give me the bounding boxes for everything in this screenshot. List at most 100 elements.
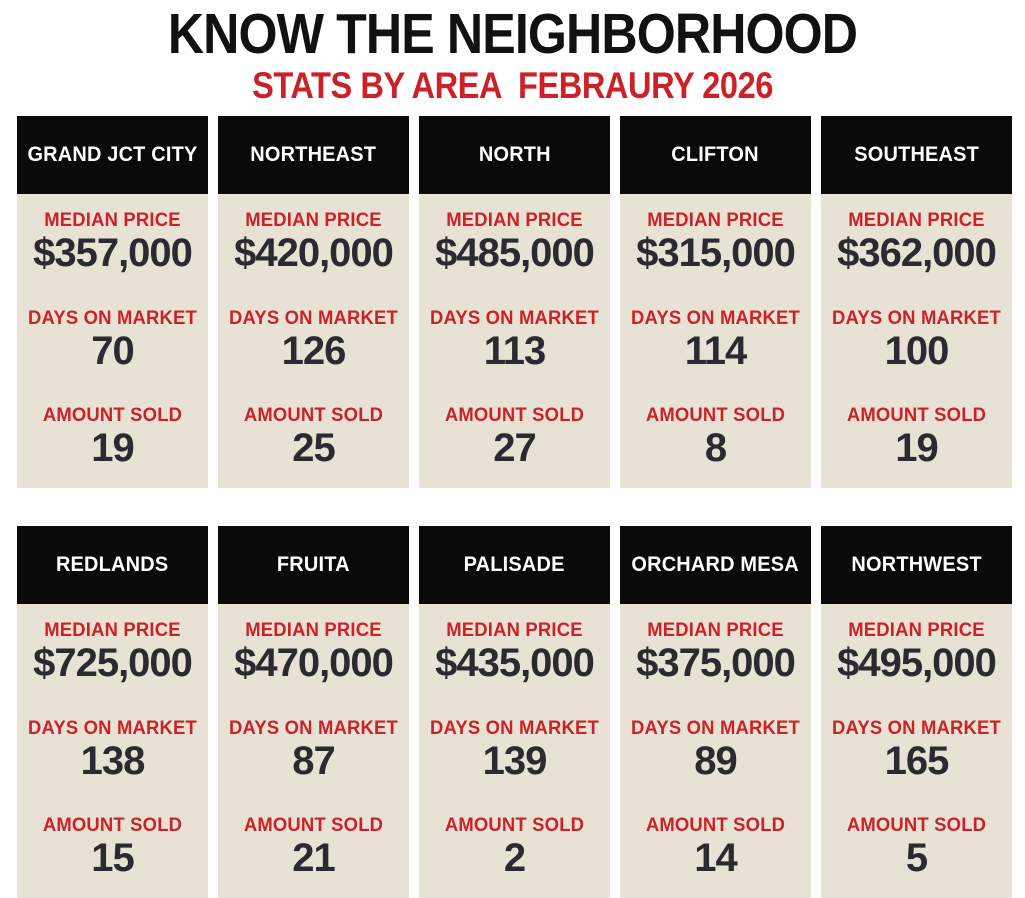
- amount-sold-label: AMOUNT SOLD: [645, 815, 786, 837]
- area-stats: MEDIAN PRICE $470,000 DAYS ON MARKET 87 …: [218, 604, 409, 898]
- area-name: GRAND JCT CITY: [27, 143, 198, 167]
- card-row-2: REDLANDS MEDIAN PRICE $725,000 DAYS ON M…: [17, 526, 1012, 898]
- area-name-header: CLIFTON: [620, 116, 811, 195]
- median-price-label: MEDIAN PRICE: [446, 620, 583, 642]
- median-price-value: $420,000: [234, 231, 394, 276]
- area-name-header: PALISADE: [419, 526, 610, 605]
- area-name: NORTHEAST: [250, 143, 377, 167]
- amount-sold-value: 8: [704, 426, 727, 471]
- page-subtitle: STATS BY AREA FEBRAURY 2026: [252, 64, 773, 106]
- area-card: NORTHEAST MEDIAN PRICE $420,000 DAYS ON …: [218, 116, 409, 489]
- amount-sold-label: AMOUNT SOLD: [243, 405, 384, 427]
- days-on-market-stat: DAYS ON MARKET 126: [220, 308, 407, 373]
- amount-sold-value: 2: [503, 836, 526, 881]
- area-name-header: ORCHARD MESA: [620, 526, 811, 605]
- median-price-value: $495,000: [837, 641, 997, 686]
- area-name: CLIFTON: [671, 143, 760, 167]
- area-card: REDLANDS MEDIAN PRICE $725,000 DAYS ON M…: [17, 526, 208, 898]
- amount-sold-label: AMOUNT SOLD: [243, 815, 384, 837]
- area-name: ORCHARD MESA: [631, 553, 800, 577]
- area-card: CLIFTON MEDIAN PRICE $315,000 DAYS ON MA…: [620, 116, 811, 489]
- area-card: NORTHWEST MEDIAN PRICE $495,000 DAYS ON …: [821, 526, 1012, 898]
- median-price-label: MEDIAN PRICE: [44, 210, 181, 232]
- amount-sold-value: 27: [493, 426, 537, 471]
- median-price-value: $315,000: [636, 231, 796, 276]
- amount-sold-stat: AMOUNT SOLD 8: [622, 405, 809, 470]
- area-stats: MEDIAN PRICE $725,000 DAYS ON MARKET 138…: [17, 604, 208, 898]
- amount-sold-stat: AMOUNT SOLD 19: [823, 405, 1010, 470]
- amount-sold-value: 14: [694, 836, 738, 881]
- median-price-stat: MEDIAN PRICE $495,000: [823, 620, 1010, 685]
- amount-sold-stat: AMOUNT SOLD 5: [823, 815, 1010, 880]
- amount-sold-label: AMOUNT SOLD: [42, 815, 183, 837]
- amount-sold-stat: AMOUNT SOLD 25: [220, 405, 407, 470]
- median-price-value: $375,000: [636, 641, 796, 686]
- area-stats: MEDIAN PRICE $420,000 DAYS ON MARKET 126…: [218, 194, 409, 489]
- days-on-market-value: 70: [91, 328, 135, 373]
- median-price-stat: MEDIAN PRICE $470,000: [220, 620, 407, 685]
- area-stats: MEDIAN PRICE $485,000 DAYS ON MARKET 113…: [419, 194, 610, 489]
- amount-sold-label: AMOUNT SOLD: [42, 405, 183, 427]
- amount-sold-label: AMOUNT SOLD: [846, 405, 987, 427]
- median-price-label: MEDIAN PRICE: [848, 210, 985, 232]
- area-name: NORTHWEST: [851, 553, 982, 577]
- area-card: FRUITA MEDIAN PRICE $470,000 DAYS ON MAR…: [218, 526, 409, 898]
- amount-sold-stat: AMOUNT SOLD 19: [19, 405, 206, 470]
- median-price-value: $362,000: [837, 231, 997, 276]
- days-on-market-stat: DAYS ON MARKET 113: [421, 308, 608, 373]
- card-row-1: GRAND JCT CITY MEDIAN PRICE $357,000 DAY…: [17, 116, 1012, 489]
- area-card: PALISADE MEDIAN PRICE $435,000 DAYS ON M…: [419, 526, 610, 898]
- area-name-header: FRUITA: [218, 526, 409, 605]
- median-price-stat: MEDIAN PRICE $362,000: [823, 210, 1010, 275]
- median-price-label: MEDIAN PRICE: [647, 210, 784, 232]
- median-price-value: $725,000: [33, 641, 193, 686]
- area-stats: MEDIAN PRICE $357,000 DAYS ON MARKET 70 …: [17, 194, 208, 489]
- area-name-header: REDLANDS: [17, 526, 208, 605]
- days-on-market-label: DAYS ON MARKET: [832, 307, 1001, 329]
- area-name-header: NORTHEAST: [218, 116, 409, 195]
- days-on-market-stat: DAYS ON MARKET 165: [823, 718, 1010, 783]
- amount-sold-label: AMOUNT SOLD: [444, 815, 585, 837]
- median-price-label: MEDIAN PRICE: [848, 620, 985, 642]
- amount-sold-label: AMOUNT SOLD: [846, 815, 987, 837]
- median-price-value: $357,000: [33, 231, 193, 276]
- amount-sold-value: 5: [905, 836, 928, 881]
- days-on-market-value: 100: [884, 328, 950, 373]
- area-name: SOUTHEAST: [854, 143, 979, 167]
- area-name: FRUITA: [277, 553, 350, 577]
- days-on-market-value: 126: [281, 328, 347, 373]
- median-price-value: $485,000: [435, 231, 595, 276]
- area-stats: MEDIAN PRICE $435,000 DAYS ON MARKET 139…: [419, 604, 610, 898]
- area-name: NORTH: [478, 143, 551, 167]
- area-stats: MEDIAN PRICE $362,000 DAYS ON MARKET 100…: [821, 194, 1012, 489]
- amount-sold-label: AMOUNT SOLD: [645, 405, 786, 427]
- area-stats: MEDIAN PRICE $315,000 DAYS ON MARKET 114…: [620, 194, 811, 489]
- days-on-market-label: DAYS ON MARKET: [631, 717, 800, 739]
- median-price-value: $435,000: [435, 641, 595, 686]
- amount-sold-stat: AMOUNT SOLD 21: [220, 815, 407, 880]
- median-price-label: MEDIAN PRICE: [446, 210, 583, 232]
- days-on-market-stat: DAYS ON MARKET 114: [622, 308, 809, 373]
- days-on-market-stat: DAYS ON MARKET 70: [19, 308, 206, 373]
- median-price-label: MEDIAN PRICE: [245, 210, 382, 232]
- days-on-market-label: DAYS ON MARKET: [28, 307, 197, 329]
- days-on-market-value: 89: [694, 738, 738, 783]
- median-price-label: MEDIAN PRICE: [44, 620, 181, 642]
- amount-sold-value: 25: [292, 426, 336, 471]
- area-name-header: NORTHWEST: [821, 526, 1012, 605]
- area-stats: MEDIAN PRICE $495,000 DAYS ON MARKET 165…: [821, 604, 1012, 898]
- amount-sold-label: AMOUNT SOLD: [444, 405, 585, 427]
- days-on-market-label: DAYS ON MARKET: [28, 717, 197, 739]
- area-name-header: GRAND JCT CITY: [17, 116, 208, 195]
- area-name: REDLANDS: [56, 553, 169, 577]
- days-on-market-stat: DAYS ON MARKET 87: [220, 718, 407, 783]
- median-price-stat: MEDIAN PRICE $357,000: [19, 210, 206, 275]
- amount-sold-stat: AMOUNT SOLD 14: [622, 815, 809, 880]
- days-on-market-label: DAYS ON MARKET: [430, 717, 599, 739]
- median-price-stat: MEDIAN PRICE $725,000: [19, 620, 206, 685]
- median-price-value: $470,000: [234, 641, 394, 686]
- days-on-market-stat: DAYS ON MARKET 100: [823, 308, 1010, 373]
- days-on-market-value: 113: [483, 328, 547, 373]
- area-name-header: SOUTHEAST: [821, 116, 1012, 195]
